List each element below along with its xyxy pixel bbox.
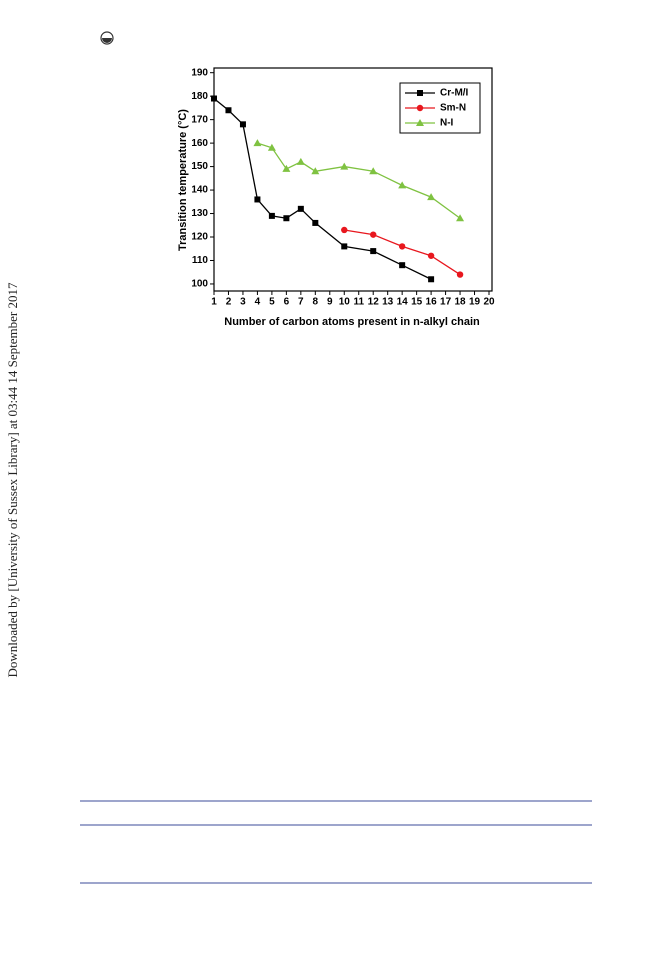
x-axis-label: Number of carbon atoms present in n-alky… bbox=[224, 316, 480, 328]
marker bbox=[341, 226, 348, 234]
marker bbox=[398, 243, 406, 250]
y-tick-label: 160 bbox=[191, 138, 208, 149]
y-tick-label: 120 bbox=[191, 232, 208, 243]
x-tick-label: 19 bbox=[469, 297, 481, 308]
chart: Transition temperature (°C) Number of ca… bbox=[177, 67, 495, 328]
x-tick-label: 20 bbox=[483, 297, 495, 308]
x-tick-label: 6 bbox=[284, 297, 290, 308]
legend-marker bbox=[416, 104, 424, 112]
y-tick-label: 110 bbox=[192, 255, 209, 266]
x-tick-label: 3 bbox=[240, 297, 246, 308]
y-tick-label: 190 bbox=[191, 67, 208, 78]
marker bbox=[370, 231, 377, 238]
y-axis-label: Transition temperature (°C) bbox=[177, 109, 189, 251]
x-tick-label: 11 bbox=[353, 297, 364, 308]
marker bbox=[311, 167, 320, 175]
marker bbox=[211, 95, 217, 102]
marker bbox=[399, 262, 406, 269]
legend-label: N-I bbox=[440, 118, 454, 129]
y-tick-label: 150 bbox=[191, 161, 208, 172]
marker bbox=[254, 196, 261, 203]
marker bbox=[239, 121, 246, 128]
y-tick-label: 100 bbox=[191, 279, 208, 290]
x-tick-label: 15 bbox=[411, 297, 423, 308]
x-tick-label: 10 bbox=[339, 297, 351, 308]
x-tick-label: 1 bbox=[211, 297, 217, 308]
marker bbox=[253, 139, 262, 147]
plot-frame bbox=[213, 67, 493, 292]
marker bbox=[283, 215, 290, 222]
marker bbox=[225, 107, 232, 114]
marker bbox=[282, 164, 291, 172]
marker bbox=[297, 205, 304, 212]
legend-label: Sm-N bbox=[440, 103, 466, 114]
y-tick-label: 130 bbox=[191, 208, 208, 219]
marker bbox=[427, 193, 436, 201]
series-line bbox=[257, 142, 461, 219]
y-tick-label: 180 bbox=[191, 91, 208, 102]
x-tick-label: 9 bbox=[327, 297, 333, 308]
x-tick-label: 18 bbox=[454, 297, 466, 308]
x-tick-label: 8 bbox=[313, 297, 319, 308]
x-tick-label: 12 bbox=[368, 297, 380, 308]
x-tick-label: 17 bbox=[440, 297, 452, 308]
marker bbox=[267, 143, 276, 151]
marker bbox=[340, 162, 349, 170]
x-tick-label: 14 bbox=[397, 297, 409, 308]
y-tick-label: 170 bbox=[191, 114, 208, 125]
marker bbox=[398, 181, 407, 189]
marker bbox=[312, 219, 319, 226]
legend-marker bbox=[416, 119, 424, 126]
y-tick-label: 140 bbox=[191, 185, 208, 196]
series-line bbox=[213, 98, 432, 280]
x-tick-label: 16 bbox=[426, 297, 438, 308]
marker bbox=[428, 276, 435, 283]
legend-marker bbox=[417, 90, 423, 96]
publisher-logo bbox=[100, 31, 114, 45]
marker bbox=[427, 252, 435, 259]
marker bbox=[370, 248, 377, 255]
x-tick-label: 2 bbox=[226, 297, 232, 308]
marker bbox=[296, 157, 305, 165]
marker bbox=[456, 214, 465, 222]
x-tick-label: 5 bbox=[269, 297, 275, 308]
marker bbox=[268, 212, 275, 219]
legend-label: Cr-M/I bbox=[440, 88, 469, 99]
x-tick-label: 4 bbox=[255, 297, 261, 308]
marker bbox=[456, 271, 464, 278]
marker bbox=[341, 243, 348, 250]
x-tick-label: 13 bbox=[382, 297, 394, 308]
x-tick-label: 7 bbox=[298, 297, 304, 308]
marker bbox=[369, 167, 378, 175]
